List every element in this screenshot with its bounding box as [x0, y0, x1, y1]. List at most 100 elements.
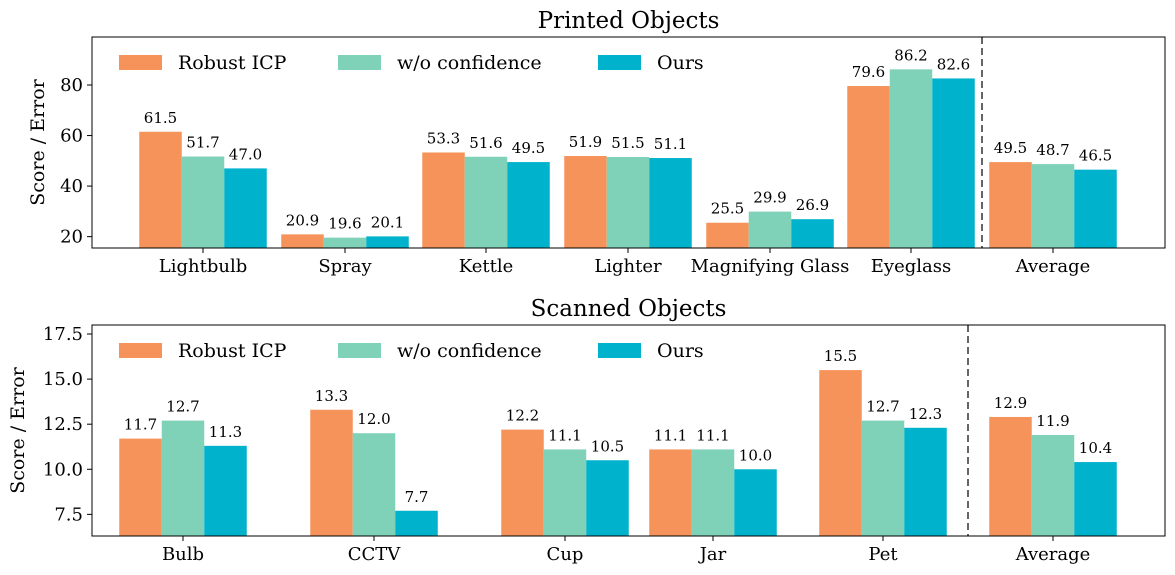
chart2-bar [904, 427, 947, 536]
chart1-axes-frame [91, 36, 1166, 249]
chart1-xtick-label: Spray [318, 256, 372, 277]
chart1-bar [791, 219, 834, 248]
chart1-xtick-label: Lightbulb [159, 256, 247, 277]
chart1-bar-value-label: 82.6 [937, 55, 970, 73]
chart1-bar [649, 158, 692, 248]
chart1-legend-label: Robust ICP [178, 52, 287, 74]
chart1-bar-value-label: 79.6 [852, 63, 885, 81]
chart2-bar [734, 469, 777, 536]
chart2-bar-value-label: 11.1 [696, 426, 729, 444]
chart1-bar-value-label: 61.5 [144, 109, 177, 127]
chart2-bar-value-label: 10.4 [1079, 439, 1112, 457]
chart2-bar-value-label: 12.9 [994, 394, 1027, 412]
chart1-bar [281, 234, 324, 248]
chart1-title: Printed Objects [538, 8, 720, 34]
chart2-xtick-label: CCTV [348, 544, 402, 565]
chart1-bar [507, 162, 550, 248]
chart1-legend-swatch [338, 55, 381, 70]
chart2-title: Scanned Objects [531, 296, 727, 322]
chart1-bar-value-label: 86.2 [894, 46, 927, 64]
chart1-bar-value-label: 51.5 [611, 134, 644, 152]
chart2-bar [352, 433, 396, 536]
chart1-legend-label: Ours [657, 52, 704, 74]
chart2-bar [395, 510, 438, 536]
chart2-bar-value-label: 11.1 [548, 426, 581, 444]
chart1-bar [422, 152, 465, 248]
chart1-bar [224, 168, 267, 248]
chart2-bar-value-label: 11.7 [124, 416, 157, 434]
chart2-bar [649, 449, 692, 536]
chart1-bar [889, 69, 933, 248]
chart1-bar-value-label: 26.9 [796, 196, 829, 214]
chart2-ytick-label: 12.5 [43, 414, 83, 435]
chart1-legend-swatch [598, 55, 641, 70]
chart1-bar-value-label: 49.5 [994, 139, 1027, 157]
chart1-bar-value-label: 46.5 [1079, 147, 1112, 165]
chart2-bar-value-label: 12.3 [909, 405, 942, 423]
chart2-ylabel: Score / Error [7, 366, 29, 493]
chart1-bar-value-label: 48.7 [1036, 141, 1069, 159]
chart1-bar [1031, 164, 1075, 248]
chart1-bar-value-label: 25.5 [711, 200, 744, 218]
chart2-bar [501, 429, 544, 536]
chart1-ylabel: Score / Error [27, 78, 49, 205]
chart1-bar-value-label: 20.1 [371, 213, 404, 231]
chart2-bar [989, 416, 1032, 536]
chart2-bar-value-label: 10.0 [739, 446, 772, 464]
chart2-ytick-label: 17.5 [43, 324, 83, 345]
chart1-xtick-label: Kettle [459, 256, 514, 277]
chart1-ytick-label: 40 [60, 176, 83, 197]
chart2-legend-swatch [598, 343, 641, 358]
chart2-bar-value-label: 13.3 [315, 387, 348, 405]
chart2-legend-swatch [338, 343, 381, 358]
chart2-ytick-label: 10.0 [43, 459, 83, 480]
chart2-ytick-label: 15.0 [43, 369, 83, 390]
chart1-legend-label: w/o confidence [397, 52, 542, 74]
chart1-bar [181, 156, 225, 248]
chart2-bar [691, 449, 735, 536]
chart1-xtick-label: Eyeglass [871, 256, 951, 277]
chart2-xtick-label: Jar [698, 544, 727, 565]
chart1-bar [464, 156, 508, 248]
chart1-xtick-label: Lighter [594, 256, 662, 277]
chart2-bar [204, 445, 247, 536]
chart2-bar [1031, 435, 1075, 536]
chart2-xtick-label: Bulb [162, 544, 204, 565]
chart2-bar [119, 438, 162, 536]
chart2-legend-label: w/o confidence [397, 340, 542, 362]
chart2-bar [586, 460, 629, 536]
chart1-xtick-label: Average [1015, 256, 1091, 277]
chart1-bar-value-label: 51.1 [654, 135, 687, 153]
chart1-legend-swatch [119, 55, 162, 70]
chart2-axes-frame [91, 324, 1166, 537]
chart1-xtick-label: Magnifying Glass [691, 256, 850, 277]
chart1-bar-value-label: 19.6 [328, 215, 361, 233]
chart1-ytick-label: 80 [60, 75, 83, 96]
chart1-bar [847, 86, 890, 248]
chart2-legend-swatch [119, 343, 162, 358]
chart2-bar [819, 370, 862, 536]
chart2-bar-value-label: 7.7 [405, 488, 429, 506]
chart1-bar-value-label: 20.9 [286, 211, 319, 229]
chart1-bar [323, 237, 367, 248]
chart2-xtick-label: Cup [547, 544, 584, 565]
chart1-bar [564, 156, 607, 248]
chart2-bar-value-label: 15.5 [824, 347, 857, 365]
chart1-bar [706, 222, 749, 248]
chart2-bar-value-label: 12.7 [866, 398, 899, 416]
chart2-bar-value-label: 11.9 [1036, 412, 1069, 430]
chart1-bar [748, 211, 792, 248]
chart2-bar-value-label: 12.7 [166, 398, 199, 416]
chart2-xtick-label: Pet [868, 544, 898, 565]
chart1-bar-value-label: 51.6 [469, 134, 502, 152]
chart2-xtick-label: Average [1015, 544, 1091, 565]
chart1-bar [1074, 169, 1117, 248]
chart2-bar-value-label: 12.0 [357, 410, 390, 428]
chart2-bar [1074, 462, 1117, 536]
chart2-bar-value-label: 11.1 [654, 426, 687, 444]
chart1-ytick-label: 60 [60, 126, 83, 147]
chart1-bar-value-label: 53.3 [427, 129, 460, 147]
chart1-bar [139, 131, 182, 248]
chart2-bar-value-label: 12.2 [506, 407, 539, 425]
